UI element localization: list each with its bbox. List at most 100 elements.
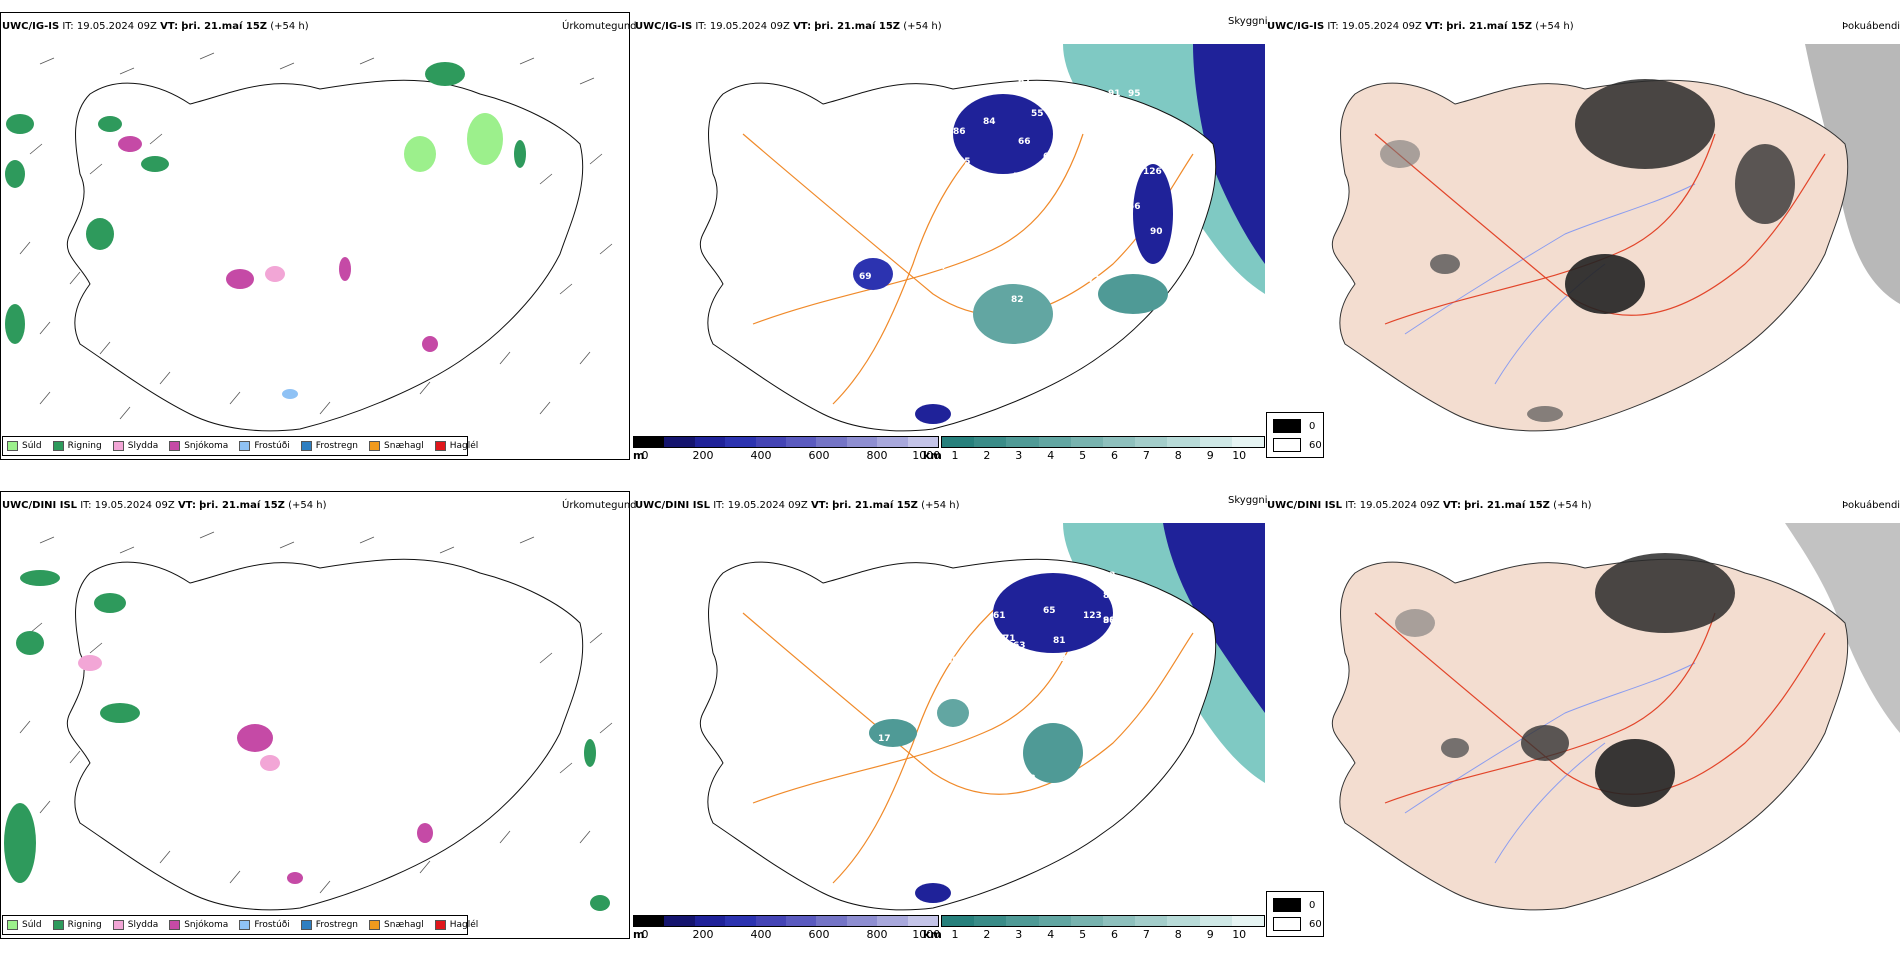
legend-item: 0 (1273, 419, 1315, 433)
colorbar-segment (1135, 437, 1168, 447)
visibility-value-label: 62 (993, 634, 1006, 644)
legend-item: Rigning (52, 920, 102, 930)
visibility-value-label: 69 (848, 734, 861, 744)
panel-title: Úrkomutegund (562, 500, 637, 511)
colorbar-ticks: 0 200 400 600 800 1000 (642, 928, 941, 942)
run-header: UWC/DINI ISL IT: 19.05.2024 09Z VT: þri.… (2, 500, 327, 511)
colorbar-segment (664, 437, 695, 447)
legend-item: Frostregn (300, 441, 358, 451)
vt-label: VT: (810, 500, 829, 511)
tick-label: 9 (1206, 449, 1214, 462)
sea-dense-area (1193, 44, 1265, 264)
legend-swatch (1273, 917, 1301, 931)
colorbar-segment (694, 437, 726, 447)
precip-type-panel: UWC/IG-IS IT: 19.05.2024 09Z VT: þri. 21… (0, 12, 637, 477)
colorbar-segment (634, 437, 665, 447)
colorbar-segment (1103, 437, 1136, 447)
colorbar-segment (816, 916, 847, 926)
legend-item: Haglél (434, 441, 479, 451)
colorbar-unit: km (923, 928, 942, 941)
it-value: 19.05.2024 09Z (94, 500, 175, 511)
visibility-value-label: 91 (1108, 89, 1121, 99)
colorbar-segment (664, 916, 695, 926)
fog-indicator-panel: UWC/DINI ISL IT: 19.05.2024 09Z VT: þri.… (1265, 491, 1900, 956)
low-visibility-cells (869, 573, 1113, 903)
iceland-land (1331, 558, 1849, 911)
colorbar-segment (907, 437, 939, 447)
forecast-row-2: UWC/DINI ISL IT: 19.05.2024 09Z VT: þri.… (0, 491, 1900, 961)
legend-swatch (7, 920, 18, 930)
legend-swatch (112, 441, 124, 451)
tick-label: 2 (983, 449, 991, 462)
tick-label: 10 (1232, 449, 1247, 462)
colorbar-segment (694, 916, 726, 926)
legend-label: Frostregn (315, 920, 359, 930)
colorbar-segment (1070, 916, 1104, 926)
tick-label: 1 (951, 449, 959, 462)
lead-time: (+54 h) (921, 500, 960, 511)
it-value: 19.05.2024 09Z (709, 21, 790, 32)
legend-swatch (239, 441, 251, 451)
visibility-value-label: 32 (978, 62, 991, 72)
vt-label: VT: (160, 21, 179, 32)
legend-swatch (369, 441, 381, 451)
visibility-value-label: 71 (1088, 275, 1101, 285)
visibility-colorbar-km (941, 915, 1265, 927)
fog-map (1265, 513, 1900, 913)
colorbar-segment (725, 437, 756, 447)
precip-cells (5, 62, 526, 399)
colorbar-segment (1103, 916, 1136, 926)
legend-label: Frostúði (254, 920, 290, 930)
legend-label: 60 (1309, 918, 1322, 930)
legend-label: Súld (22, 441, 42, 451)
colorbar-segment (1167, 916, 1200, 926)
tick-label: 0 (641, 449, 649, 462)
tick-label: 10 (1232, 928, 1247, 941)
colorbar-segment (877, 437, 908, 447)
legend-swatch (1273, 419, 1301, 433)
visibility-value-label: 58 (933, 382, 946, 392)
precip-map (5, 52, 613, 432)
visibility-value-label: 85 (1103, 591, 1116, 601)
tick-label: 8 (1174, 449, 1182, 462)
legend-label: Haglél (449, 441, 479, 451)
legend-label: Rigning (67, 441, 102, 451)
legend-label: Snæhagl (384, 920, 424, 930)
visibility-value-label: 42 (1108, 232, 1121, 242)
vt-label: VT: (177, 500, 196, 511)
tick-label: 1000 (912, 928, 941, 941)
colorbar-unit: km (923, 449, 942, 462)
model-name: UWC/DINI ISL (635, 500, 711, 511)
vt-value: þri. 21.maí 15Z (1464, 500, 1550, 511)
model-name: UWC/IG-IS (635, 21, 693, 32)
sea-dense-area (1163, 523, 1265, 713)
legend-item: Slydda (112, 441, 159, 451)
map-frame (0, 491, 630, 939)
it-label: IT: (713, 500, 725, 511)
it-label: IT: (1345, 500, 1357, 511)
run-header: UWC/DINI ISL IT: 19.05.2024 09Z VT: þri.… (635, 500, 960, 511)
tick-label: 7 (1142, 928, 1150, 941)
legend-label: Haglél (449, 920, 479, 930)
legend-label: Slydda (127, 441, 159, 451)
visibility-value-label: 61 (1043, 152, 1056, 162)
visibility-value-label: 24 (973, 75, 986, 85)
visibility-value-label: 84 (983, 117, 996, 127)
run-header: UWC/DINI ISL IT: 19.05.2024 09Z VT: þri.… (1267, 500, 1592, 511)
visibility-value-label: 19 (1003, 774, 1016, 784)
map-frame (0, 12, 630, 460)
tick-label: 600 (808, 928, 830, 941)
visibility-value-label: 45 (1035, 177, 1048, 187)
tick-label: 6 (1111, 928, 1118, 941)
precip-legend: Súld Rigning Slydda Snjókoma Frostúði Fr… (2, 915, 478, 935)
visibility-value-label: 56 (908, 382, 921, 392)
colorbar-segment (1006, 437, 1039, 447)
iceland-outline (699, 79, 1217, 432)
legend-item: Haglél (434, 920, 479, 930)
wind-barbs (19, 531, 613, 894)
colorbar-unit: m (633, 928, 645, 941)
colorbar-segment (786, 437, 817, 447)
legend-swatch (52, 920, 64, 930)
visibility-value-label: 120 (950, 242, 969, 252)
